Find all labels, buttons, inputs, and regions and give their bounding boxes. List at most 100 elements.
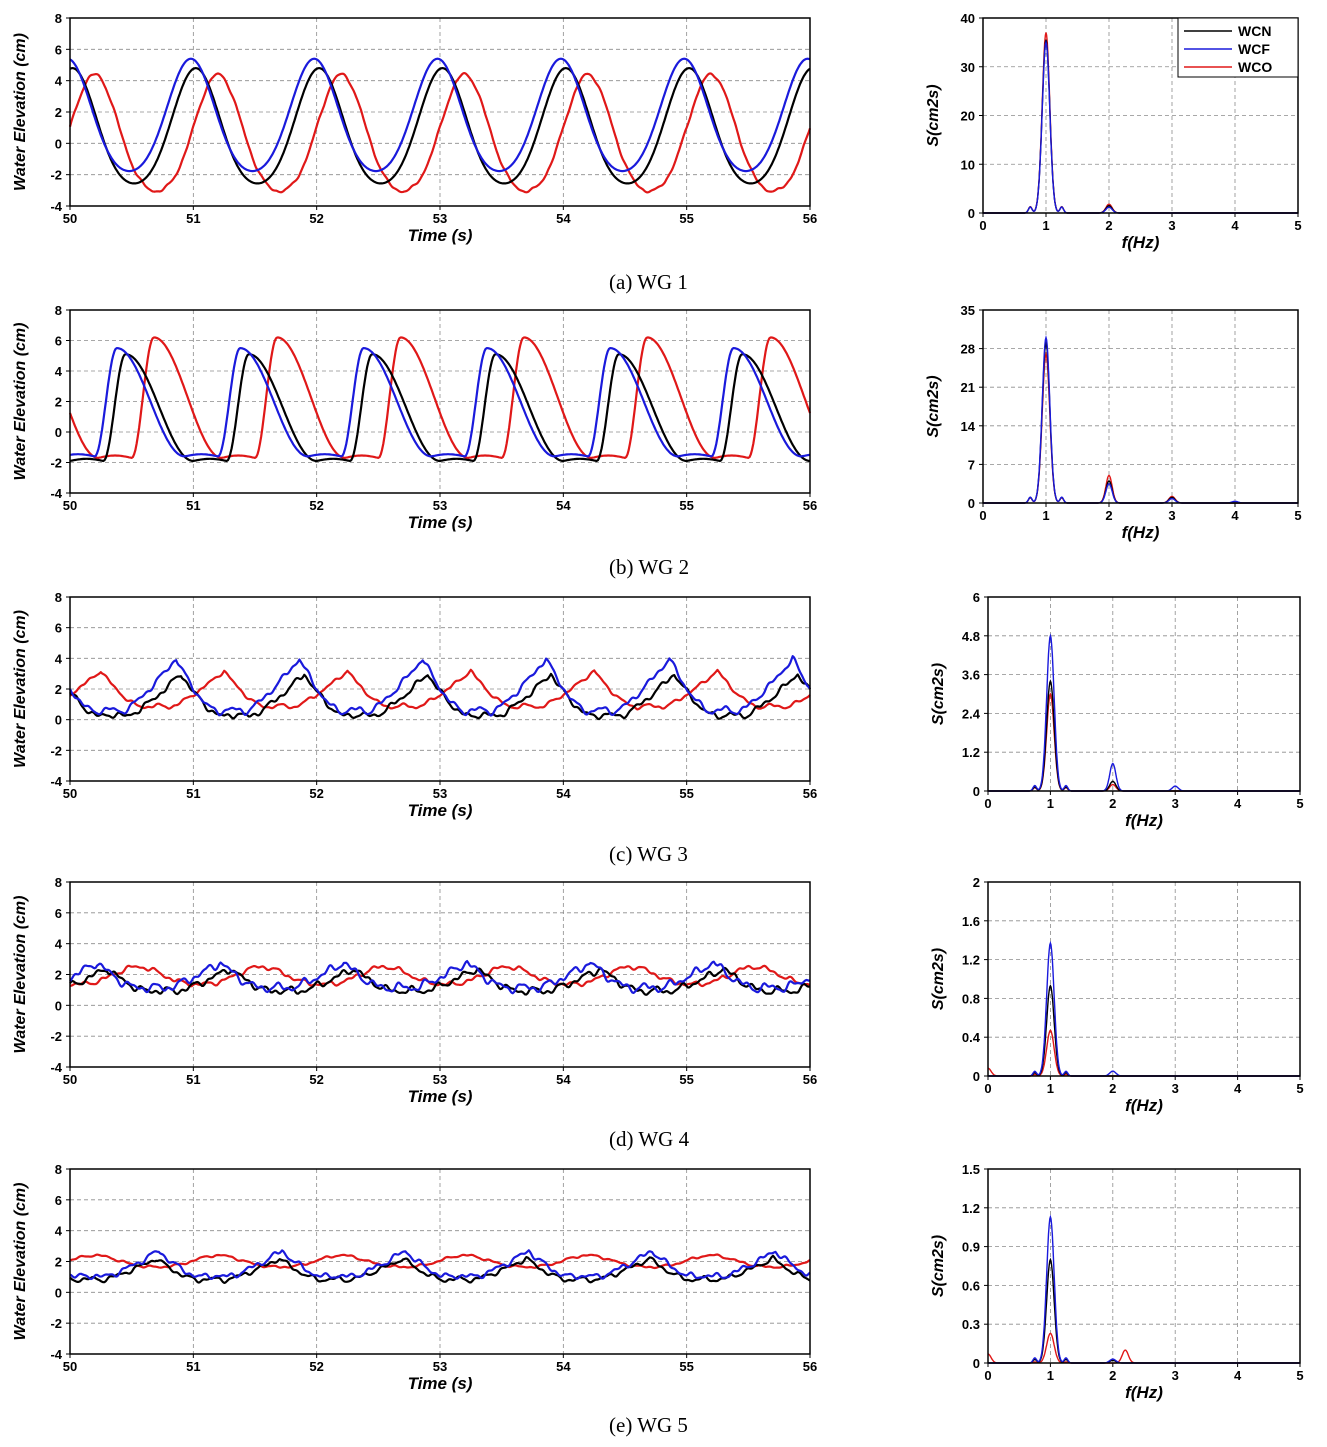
y-tick-label: -4 (50, 1060, 62, 1075)
x-axis-label: Time (s) (408, 801, 473, 820)
y-axis-label: Water Elevation (cm) (12, 1183, 29, 1341)
y-tick-label: 28 (961, 342, 975, 357)
x-tick-label: 54 (556, 211, 571, 226)
y-tick-label: 40 (961, 11, 975, 26)
x-tick-label: 2 (1109, 796, 1116, 811)
y-tick-label: 2 (55, 105, 62, 120)
x-axis-label: f(Hz) (1125, 811, 1163, 830)
plot-frame (987, 596, 1301, 792)
y-tick-label: 4 (55, 1224, 63, 1239)
x-tick-label: 1 (1042, 508, 1049, 523)
sp-panel-1: 0 1 2 3 4 5 0 10 20 30 40 f(Hz) S(cm2s) WCN WCF WCO (925, 11, 1302, 252)
x-tick-label: 53 (433, 498, 447, 513)
sp-panel-4: 0 1 2 3 4 5 0 0.4 0.8 1.2 1.6 2 f(Hz) S(cm2s) (930, 875, 1304, 1115)
y-tick-label: 8 (55, 875, 62, 890)
y-tick-label: -2 (50, 743, 62, 758)
x-tick-label: 52 (309, 211, 323, 226)
spectrum-line-wcf (983, 334, 1298, 504)
y-tick-label: 6 (55, 621, 62, 636)
series-line-wcf (69, 347, 811, 458)
x-tick-label: 51 (186, 1359, 200, 1374)
x-tick-label: 54 (556, 1072, 571, 1087)
caption-e: (e) WG 5 (609, 1413, 688, 1437)
plot-frame (69, 596, 811, 782)
x-tick-label: 53 (433, 1072, 447, 1087)
y-tick-label: 1.2 (962, 953, 980, 968)
y-tick-label: 8 (55, 11, 62, 26)
y-tick-label: -4 (50, 774, 62, 789)
y-tick-label: 4 (55, 364, 63, 379)
y-tick-label: 21 (961, 380, 975, 395)
y-tick-label: 14 (961, 419, 976, 434)
x-tick-label: 54 (556, 1359, 571, 1374)
y-tick-label: 0 (55, 998, 62, 1013)
y-tick-label: 0.8 (962, 991, 980, 1006)
x-tick-label: 52 (309, 786, 323, 801)
series-line-wco (68, 336, 812, 459)
x-tick-label: 4 (1231, 508, 1239, 523)
y-tick-label: -4 (50, 1347, 62, 1362)
y-tick-label: 2 (55, 968, 62, 983)
legend-label-wcf: WCF (1238, 41, 1270, 57)
y-tick-label: 35 (961, 303, 975, 318)
spectrum-line-wcn (983, 340, 1298, 504)
x-tick-label: 53 (433, 786, 447, 801)
x-tick-label: 50 (63, 498, 77, 513)
x-tick-label: 55 (679, 1359, 693, 1374)
y-axis-label: S(cm2s) (925, 375, 942, 437)
y-tick-label: 30 (961, 60, 975, 75)
y-tick-label: 6 (55, 42, 62, 57)
y-tick-label: -2 (50, 1316, 62, 1331)
x-tick-label: 50 (63, 211, 77, 226)
x-tick-label: 55 (679, 1072, 693, 1087)
y-tick-label: 0 (55, 136, 62, 151)
y-tick-label: 0 (55, 1285, 62, 1300)
y-tick-label: 2 (55, 682, 62, 697)
y-axis-label: Water Elevation (cm) (12, 896, 29, 1054)
x-tick-label: 1 (1047, 1368, 1054, 1383)
x-tick-label: 53 (433, 211, 447, 226)
x-tick-label: 5 (1294, 508, 1301, 523)
plot-frame (987, 1168, 1301, 1364)
x-tick-label: 1 (1047, 796, 1054, 811)
y-tick-label: -4 (50, 486, 62, 501)
y-tick-label: 0 (968, 206, 975, 221)
y-tick-label: 2 (55, 395, 62, 410)
x-tick-label: 55 (679, 211, 693, 226)
x-tick-label: 0 (979, 508, 986, 523)
y-tick-label: 6 (55, 334, 62, 349)
spectrum-line-wco (988, 692, 1300, 792)
x-tick-label: 0 (984, 796, 991, 811)
x-tick-label: 52 (309, 498, 323, 513)
x-tick-label: 51 (186, 498, 200, 513)
spectrum-line-wcn (988, 1257, 1300, 1364)
plot-frame (69, 881, 811, 1068)
x-tick-label: 4 (1231, 218, 1239, 233)
x-tick-label: 50 (63, 786, 77, 801)
y-axis-label: Water Elevation (cm) (12, 323, 29, 481)
y-tick-label: 4 (55, 74, 63, 89)
sp-panel-5: 0 1 2 3 4 5 0 0.3 0.6 0.9 1.2 1.5 f(Hz) S(cm2s) (930, 1162, 1304, 1402)
x-tick-label: 1 (1047, 1081, 1054, 1096)
caption-c: (c) WG 3 (609, 842, 688, 866)
plot-frame (982, 17, 1299, 214)
plot-frame (69, 309, 811, 494)
x-tick-label: 54 (556, 786, 571, 801)
x-tick-label: 4 (1234, 1081, 1242, 1096)
x-tick-label: 2 (1109, 1081, 1116, 1096)
spectrum-line-wcf (988, 1214, 1300, 1364)
x-tick-label: 2 (1109, 1368, 1116, 1383)
y-axis-label: S(cm2s) (930, 948, 947, 1010)
caption-d: (d) WG 4 (609, 1127, 690, 1151)
y-tick-label: -2 (50, 1029, 62, 1044)
y-tick-label: 2 (55, 1255, 62, 1270)
x-tick-label: 3 (1172, 796, 1179, 811)
x-tick-label: 3 (1172, 1081, 1179, 1096)
x-axis-label: f(Hz) (1122, 523, 1160, 542)
y-tick-label: 0 (55, 713, 62, 728)
y-axis-label: Water Elevation (cm) (12, 33, 29, 191)
y-tick-label: 1.6 (962, 914, 980, 929)
spectrum-line-wco (983, 351, 1298, 504)
y-tick-label: 6 (55, 1193, 62, 1208)
